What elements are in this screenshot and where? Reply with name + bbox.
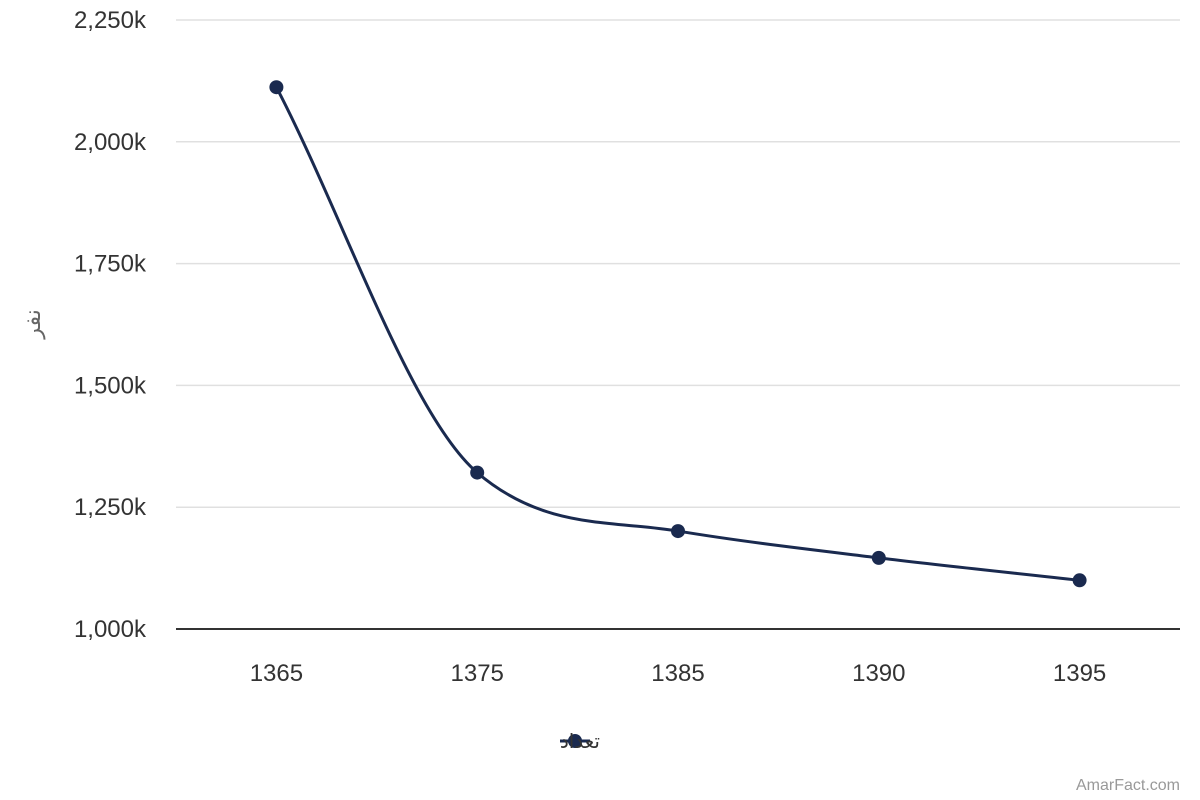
- credit-text: AmarFact.com: [1076, 777, 1180, 794]
- y-tick-label: 1,500k: [74, 372, 147, 399]
- series-points: [269, 80, 1087, 588]
- grid-lines: [176, 19, 1180, 508]
- data-point[interactable]: [269, 80, 284, 95]
- x-axis-ticks: 1365 1375 1385 1390 1395: [250, 660, 1107, 687]
- y-tick-label: 1,250k: [74, 494, 147, 521]
- y-tick-label: 1,000k: [74, 616, 147, 643]
- data-point[interactable]: [871, 550, 886, 565]
- y-tick-label: 2,250k: [74, 7, 147, 34]
- legend: تعداد: [560, 731, 600, 753]
- y-axis-label: نفر: [20, 309, 45, 339]
- x-tick-label: 1365: [250, 660, 303, 687]
- x-tick-label: 1375: [451, 660, 504, 687]
- x-tick-label: 1385: [651, 660, 704, 687]
- legend-marker: [568, 734, 582, 748]
- y-axis-ticks: 1,000k 1,250k 1,500k 1,750k 2,000k 2,250k: [74, 7, 147, 643]
- y-tick-label: 2,000k: [74, 129, 147, 156]
- data-point[interactable]: [1072, 573, 1087, 588]
- series-line: [275, 86, 1080, 582]
- x-tick-label: 1395: [1053, 660, 1106, 687]
- data-point[interactable]: [470, 465, 485, 480]
- x-tick-label: 1390: [852, 660, 905, 687]
- legend-label: تعداد: [560, 731, 600, 753]
- y-tick-label: 1,750k: [74, 251, 147, 278]
- data-point[interactable]: [671, 524, 685, 539]
